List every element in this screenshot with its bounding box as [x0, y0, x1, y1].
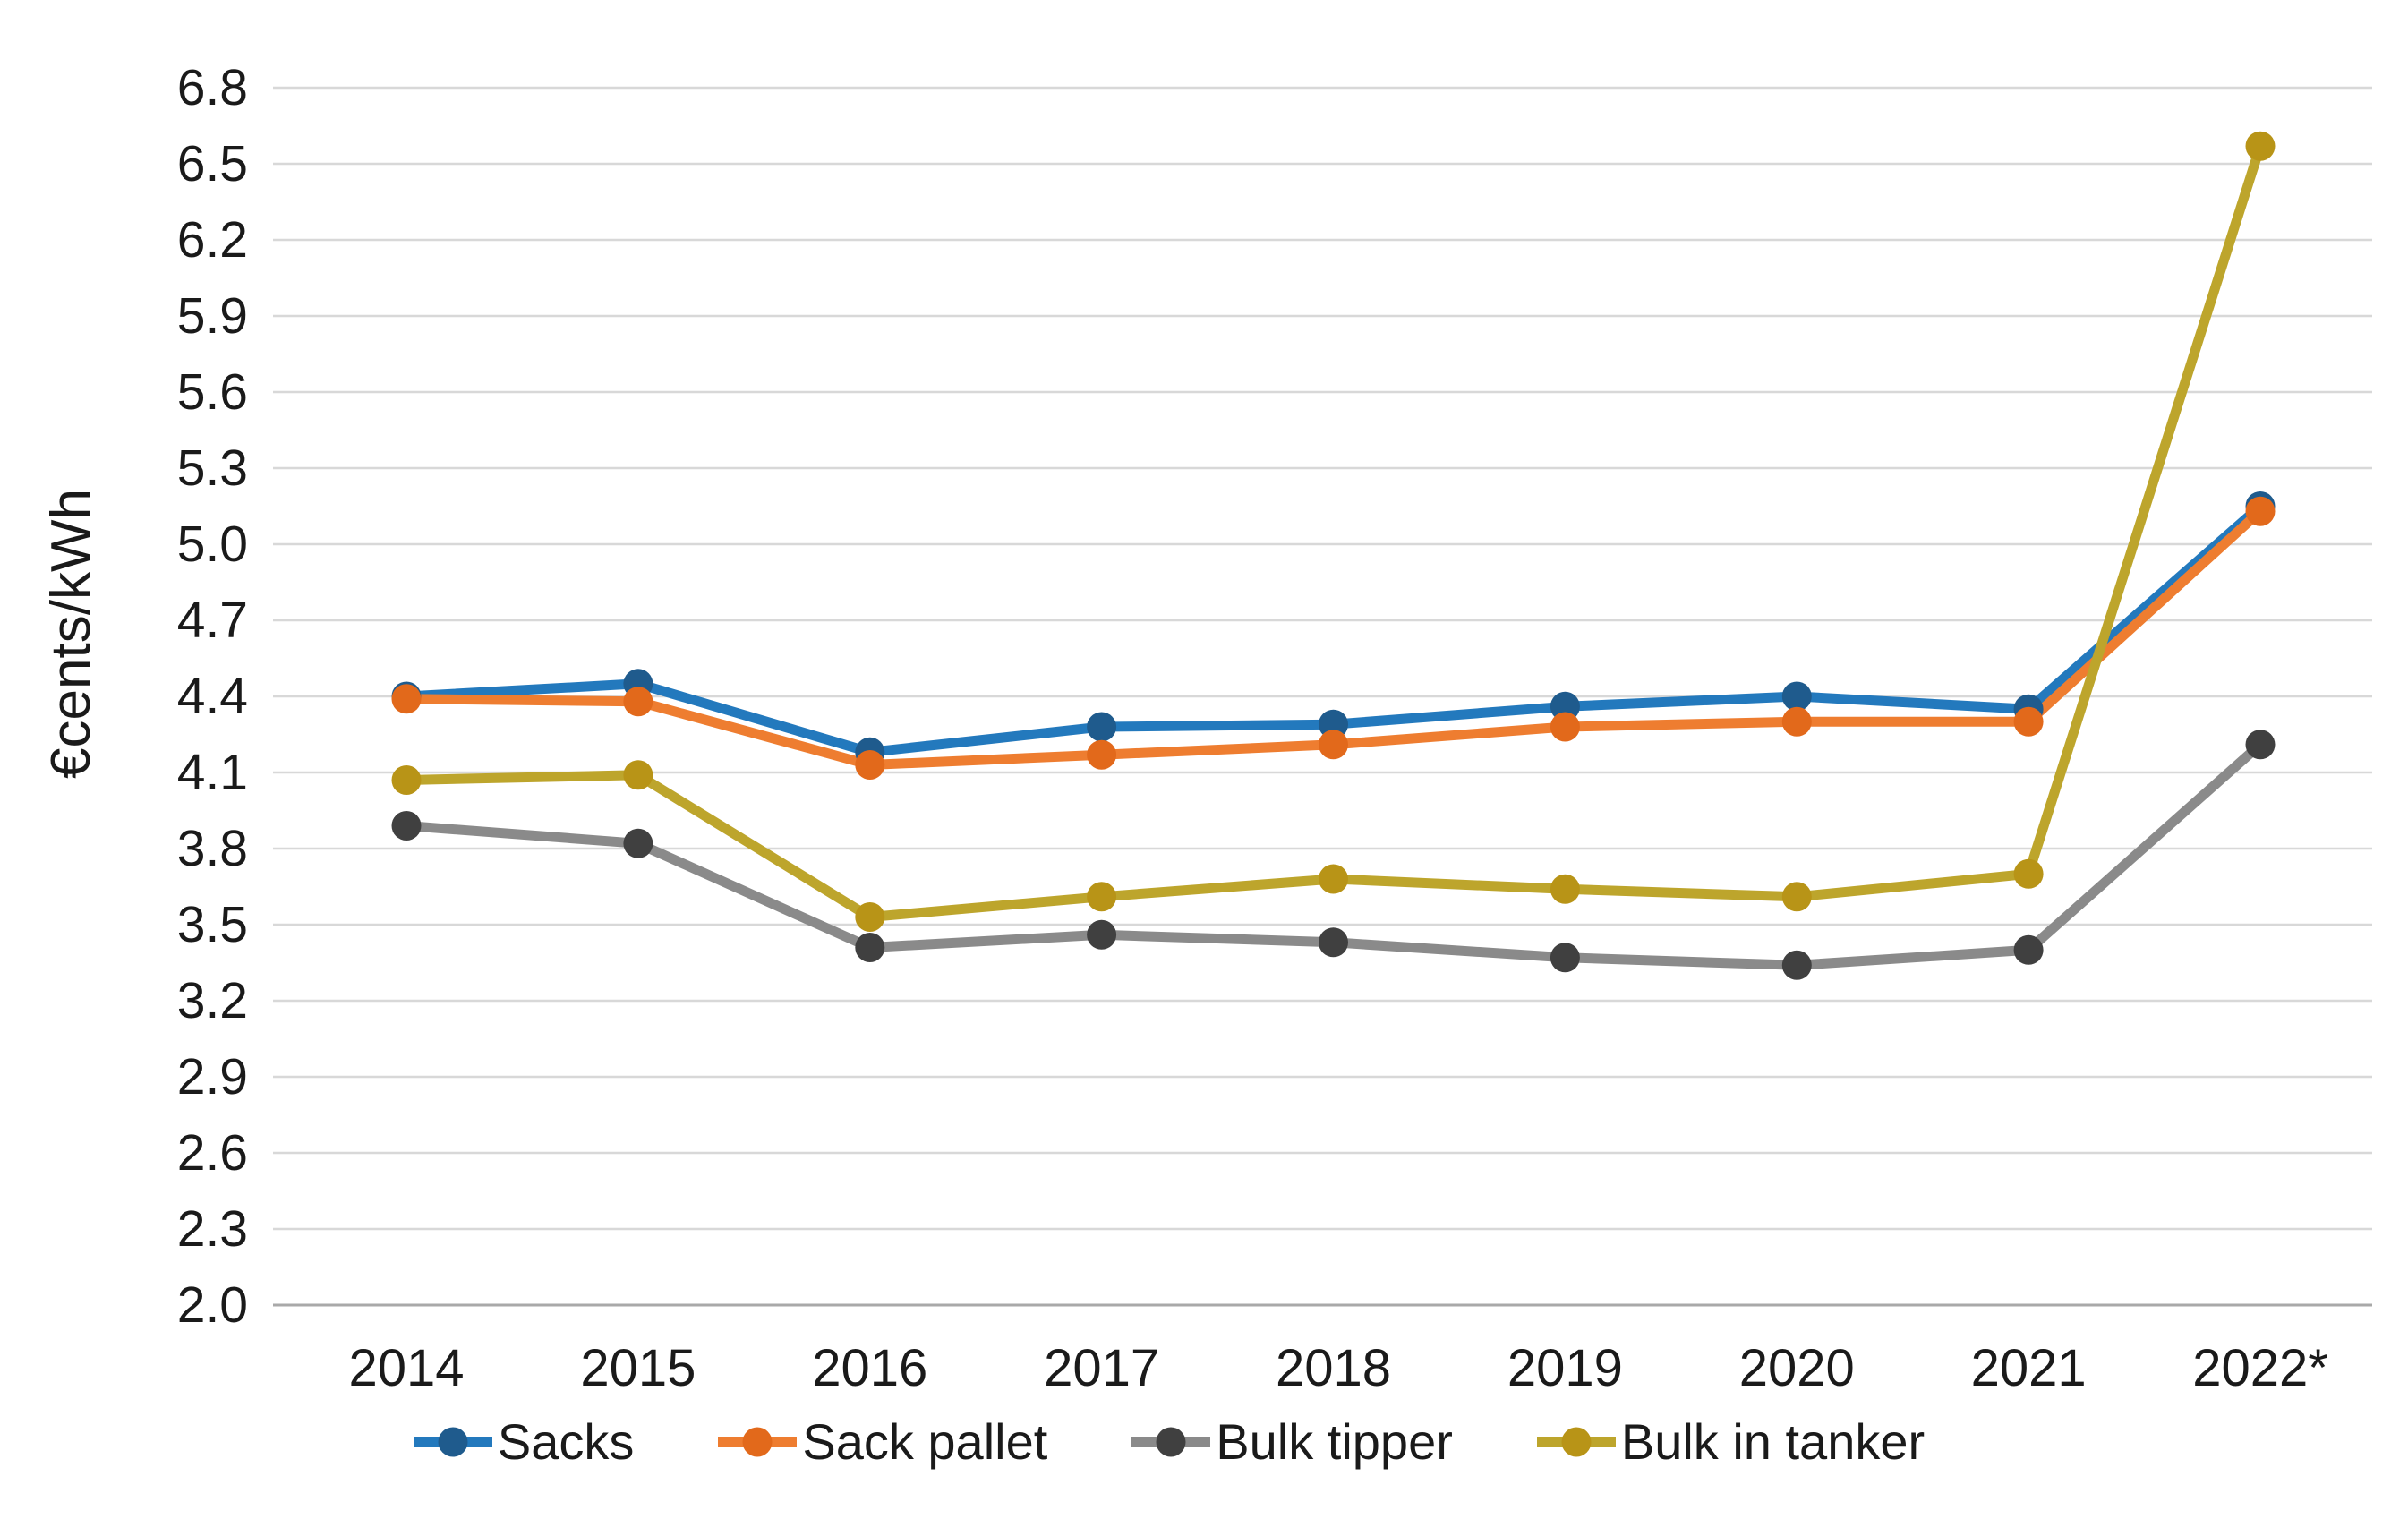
x-tick-label: 2020: [1739, 1339, 1855, 1397]
y-tick-label: 2.9: [177, 1048, 248, 1105]
x-tick-label: 2017: [1044, 1339, 1159, 1397]
y-tick-label: 6.5: [177, 135, 248, 192]
data-point-marker-sack-pallet: [391, 684, 422, 714]
data-point-marker-bulk-in-tanker: [1087, 882, 1117, 912]
y-tick-label: 6.8: [177, 59, 248, 116]
legend-label: Sack pallet: [802, 1413, 1048, 1470]
y-tick-label: 4.4: [177, 668, 248, 725]
x-tick-label: 2019: [1507, 1339, 1623, 1397]
legend-marker-bulk-tipper-icon: [1131, 1427, 1211, 1456]
data-point-marker-bulk-in-tanker: [2245, 131, 2276, 161]
x-tick-label: 2022*: [2192, 1339, 2328, 1397]
data-point-marker-sacks: [1550, 691, 1580, 721]
data-point-marker-bulk-tipper: [1550, 943, 1580, 973]
data-point-marker-sack-pallet: [855, 750, 885, 780]
series-markers: [391, 131, 2276, 980]
data-point-marker-bulk-tipper: [855, 933, 885, 962]
x-tick-label: 2018: [1276, 1339, 1391, 1397]
x-axis-tick-labels: 2014 2015 2016 2017 2018 2019 2020 2021 2022*: [348, 1339, 2327, 1397]
data-point-marker-bulk-tipper: [1781, 950, 1812, 980]
legend-label: Bulk tipper: [1216, 1413, 1453, 1470]
y-tick-label: 4.7: [177, 592, 248, 649]
chart-legend: Sacks Sack pallet Bulk tipper Bulk in tanke…: [0, 1412, 2408, 1471]
y-tick-label: 6.2: [177, 211, 248, 269]
data-point-marker-sack-pallet: [2245, 496, 2276, 526]
legend-item-bulk-tipper: Bulk tipper: [1130, 1412, 1453, 1471]
x-tick-label: 2021: [1971, 1339, 2087, 1397]
legend-marker-bulk-in-tanker-icon: [1536, 1427, 1616, 1456]
legend-item-sacks: Sacks: [412, 1412, 635, 1471]
y-tick-label: 2.0: [177, 1276, 248, 1334]
data-point-marker-sack-pallet: [1087, 739, 1117, 770]
x-tick-label: 2016: [812, 1339, 927, 1397]
legend-item-sack-pallet: Sack pallet: [716, 1412, 1047, 1471]
y-tick-label: 2.6: [177, 1124, 248, 1182]
data-point-marker-sacks: [1781, 681, 1812, 712]
series-lines: [401, 141, 2266, 970]
y-tick-label: 3.8: [177, 820, 248, 877]
gridlines: [273, 86, 2372, 1307]
data-point-marker-sacks: [1087, 712, 1117, 742]
data-point-marker-sack-pallet: [1319, 730, 1348, 760]
y-tick-label: 3.2: [177, 972, 248, 1029]
data-point-marker-sack-pallet: [2013, 706, 2044, 737]
data-point-marker-sack-pallet: [1781, 706, 1812, 737]
data-point-marker-bulk-tipper: [391, 811, 422, 841]
data-point-marker-sack-pallet: [1550, 712, 1580, 742]
legend-dot-swatch: [742, 1427, 773, 1456]
x-tick-label: 2014: [348, 1339, 464, 1397]
legend-dot-swatch: [438, 1427, 468, 1456]
y-tick-label: 2.3: [177, 1200, 248, 1258]
data-point-marker-bulk-in-tanker: [391, 765, 422, 795]
data-point-marker-bulk-in-tanker: [1319, 864, 1348, 894]
data-point-marker-sacks: [1319, 709, 1348, 739]
legend-marker-sack-pallet-icon: [718, 1427, 798, 1456]
y-tick-label: 5.6: [177, 363, 248, 421]
legend-label: Sacks: [497, 1413, 635, 1470]
y-tick-label: 4.1: [177, 744, 248, 801]
y-axis-tick-labels: 2.0 2.3 2.6 2.9 3.2 3.5 3.8 4.1 4.4 4.7 5.0 5.3 5.6 5…: [177, 59, 248, 1334]
legend-dot-swatch: [1561, 1427, 1592, 1456]
legend-item-bulk-in-tanker: Bulk in tanker: [1535, 1412, 1925, 1471]
data-point-marker-bulk-tipper: [623, 828, 653, 858]
y-tick-label: 5.9: [177, 287, 248, 345]
data-point-marker-sack-pallet: [623, 687, 653, 717]
legend-dot-swatch: [1156, 1427, 1186, 1456]
series-line-bulk-in-tanker: [401, 141, 2266, 922]
y-axis-title: €cents/kWh: [40, 489, 102, 779]
data-point-marker-bulk-in-tanker: [623, 760, 653, 790]
data-point-marker-bulk-tipper: [2013, 934, 2044, 965]
legend-marker-sacks-icon: [413, 1427, 492, 1456]
data-point-marker-bulk-in-tanker: [855, 902, 885, 932]
data-point-marker-bulk-in-tanker: [1550, 874, 1580, 904]
legend-label: Bulk in tanker: [1620, 1413, 1926, 1470]
y-tick-label: 5.3: [177, 439, 248, 497]
data-point-marker-bulk-tipper: [1087, 919, 1117, 950]
x-tick-label: 2015: [580, 1339, 696, 1397]
data-point-marker-bulk-in-tanker: [1781, 882, 1812, 912]
y-tick-label: 3.5: [177, 896, 248, 953]
data-point-marker-bulk-tipper: [2245, 730, 2276, 760]
data-point-marker-bulk-in-tanker: [2013, 858, 2044, 889]
y-tick-label: 5.0: [177, 516, 248, 573]
data-point-marker-bulk-tipper: [1319, 927, 1348, 958]
